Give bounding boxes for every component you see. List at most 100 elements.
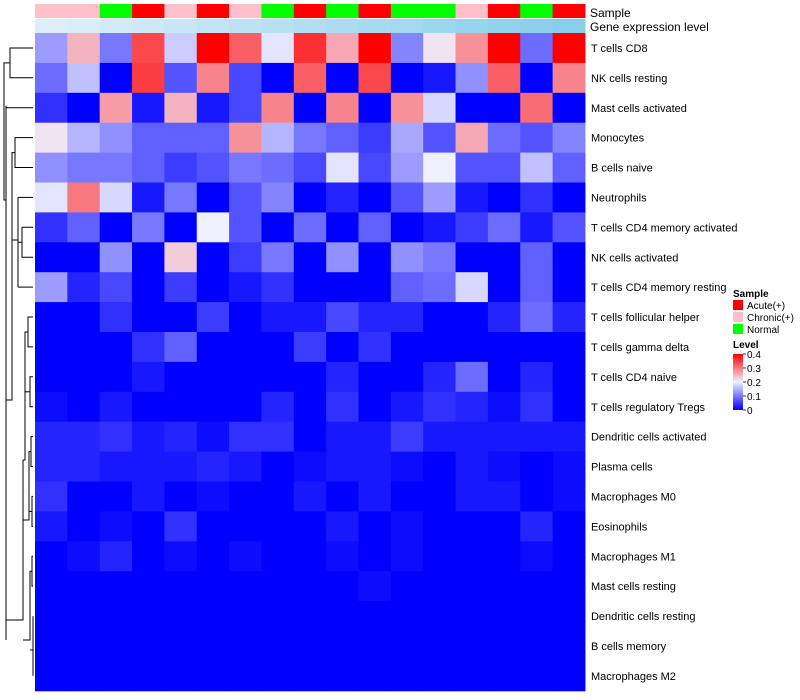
heatmap-cell (132, 332, 165, 363)
sample-annotation-cell (35, 4, 68, 18)
heatmap-cell (487, 421, 521, 453)
heatmap-cell (520, 33, 554, 64)
sample-legend-label: Acute(+) (747, 301, 785, 312)
heatmap-cell (229, 92, 262, 124)
heatmap-cell (67, 182, 101, 213)
heatmap-cell (423, 33, 457, 64)
heatmap-cell (423, 511, 457, 542)
heatmap-cell (552, 391, 586, 423)
legend: Sample Acute(+)Chronic(+)Normal Level 0.… (733, 289, 794, 417)
sample-annotation-cell (423, 4, 457, 18)
heatmap-cell (293, 421, 327, 453)
heatmap-cell (358, 122, 392, 154)
heatmap-cell (35, 660, 68, 692)
heatmap-cell (196, 631, 230, 662)
heatmap-cell (67, 571, 101, 602)
heatmap-cell (261, 332, 295, 363)
heatmap-cell (487, 481, 521, 512)
heatmap-cell (487, 62, 521, 94)
heatmap-cell (261, 421, 295, 453)
heatmap-cell (390, 152, 424, 183)
heatmap-cell (164, 391, 198, 423)
heatmap-cell (261, 451, 295, 482)
heatmap-cell (552, 33, 586, 64)
heatmap-cell (552, 421, 586, 453)
heatmap-cell (261, 302, 295, 333)
sample-legend-entries: Acute(+)Chronic(+)Normal (733, 300, 794, 336)
heatmap-cell (455, 92, 489, 124)
heatmap-cell (455, 332, 489, 363)
heatmap-cell (99, 601, 133, 632)
heatmap-cell (358, 33, 392, 64)
heatmap-cell (293, 511, 327, 542)
heatmap-cell (326, 33, 359, 64)
heatmap-cell (455, 62, 489, 94)
heatmap-cell (196, 481, 230, 512)
heatmap-cell (520, 302, 554, 333)
heatmap-cell (67, 302, 101, 333)
heatmap-cell (520, 152, 554, 183)
heatmap-cell (261, 660, 295, 692)
heatmap-cell (455, 511, 489, 542)
heatmap-cell (293, 451, 327, 482)
heatmap-cell (326, 541, 359, 572)
heatmap-cell (132, 511, 165, 542)
heatmap-cell (293, 92, 327, 124)
heatmap-cell (35, 391, 68, 423)
heatmap-cell (455, 122, 489, 154)
row-label: T cells follicular helper (591, 312, 700, 324)
heatmap-cell (390, 92, 424, 124)
heatmap-cell (293, 571, 327, 602)
heatmap-cell (99, 182, 133, 213)
heatmap-cell (423, 631, 457, 662)
heatmap-cell (35, 631, 68, 662)
heatmap-cell (67, 511, 101, 542)
heatmap-cell (358, 421, 392, 453)
gene-expression-annotation-cell (261, 19, 295, 33)
heatmap-cell (358, 242, 392, 273)
dendrogram-branch (6, 240, 13, 401)
heatmap-cell (67, 242, 101, 273)
heatmap-cell (164, 541, 198, 572)
heatmap-cell (229, 421, 262, 453)
heatmap-cell (164, 122, 198, 154)
row-dendrogram (3, 47, 34, 676)
heatmap-cell (196, 660, 230, 692)
heatmap-cell (358, 660, 392, 692)
heatmap-cell (229, 571, 262, 602)
heatmap-cell (67, 391, 101, 423)
heatmap-cell (326, 451, 359, 482)
row-label: Eosinophils (591, 521, 648, 533)
row-label: Dendritic cells activated (591, 432, 707, 444)
heatmap-cell (67, 92, 101, 124)
level-colorbar (733, 354, 743, 410)
dendrogram-branch (23, 570, 32, 641)
row-label: B cells naive (591, 163, 653, 175)
heatmap-cell (196, 511, 230, 542)
heatmap-cell (390, 182, 424, 213)
heatmap-cell (293, 33, 327, 64)
heatmap-cell (67, 631, 101, 662)
heatmap-cell (520, 571, 554, 602)
sample-legend-swatch (733, 324, 743, 334)
heatmap-cell (132, 660, 165, 692)
heatmap-cell (164, 302, 198, 333)
heatmap-cell (487, 511, 521, 542)
heatmap-cell (552, 481, 586, 512)
heatmap-cell (358, 631, 392, 662)
heatmap-cell (423, 660, 457, 692)
heatmap-cell (229, 361, 262, 393)
heatmap-cell (520, 481, 554, 512)
heatmap-cell (132, 182, 165, 213)
sample-annotation-cell (196, 4, 230, 18)
heatmap-cell (423, 571, 457, 602)
heatmap-cell (164, 481, 198, 512)
heatmap-cell (487, 660, 521, 692)
heatmap-cell (455, 33, 489, 64)
heatmap-cell (487, 361, 521, 393)
sample-annotation-cell (293, 4, 327, 18)
heatmap-cell (326, 272, 359, 303)
heatmap-cell (455, 361, 489, 393)
heatmap-cell (261, 92, 295, 124)
heatmap-cell (520, 92, 554, 124)
